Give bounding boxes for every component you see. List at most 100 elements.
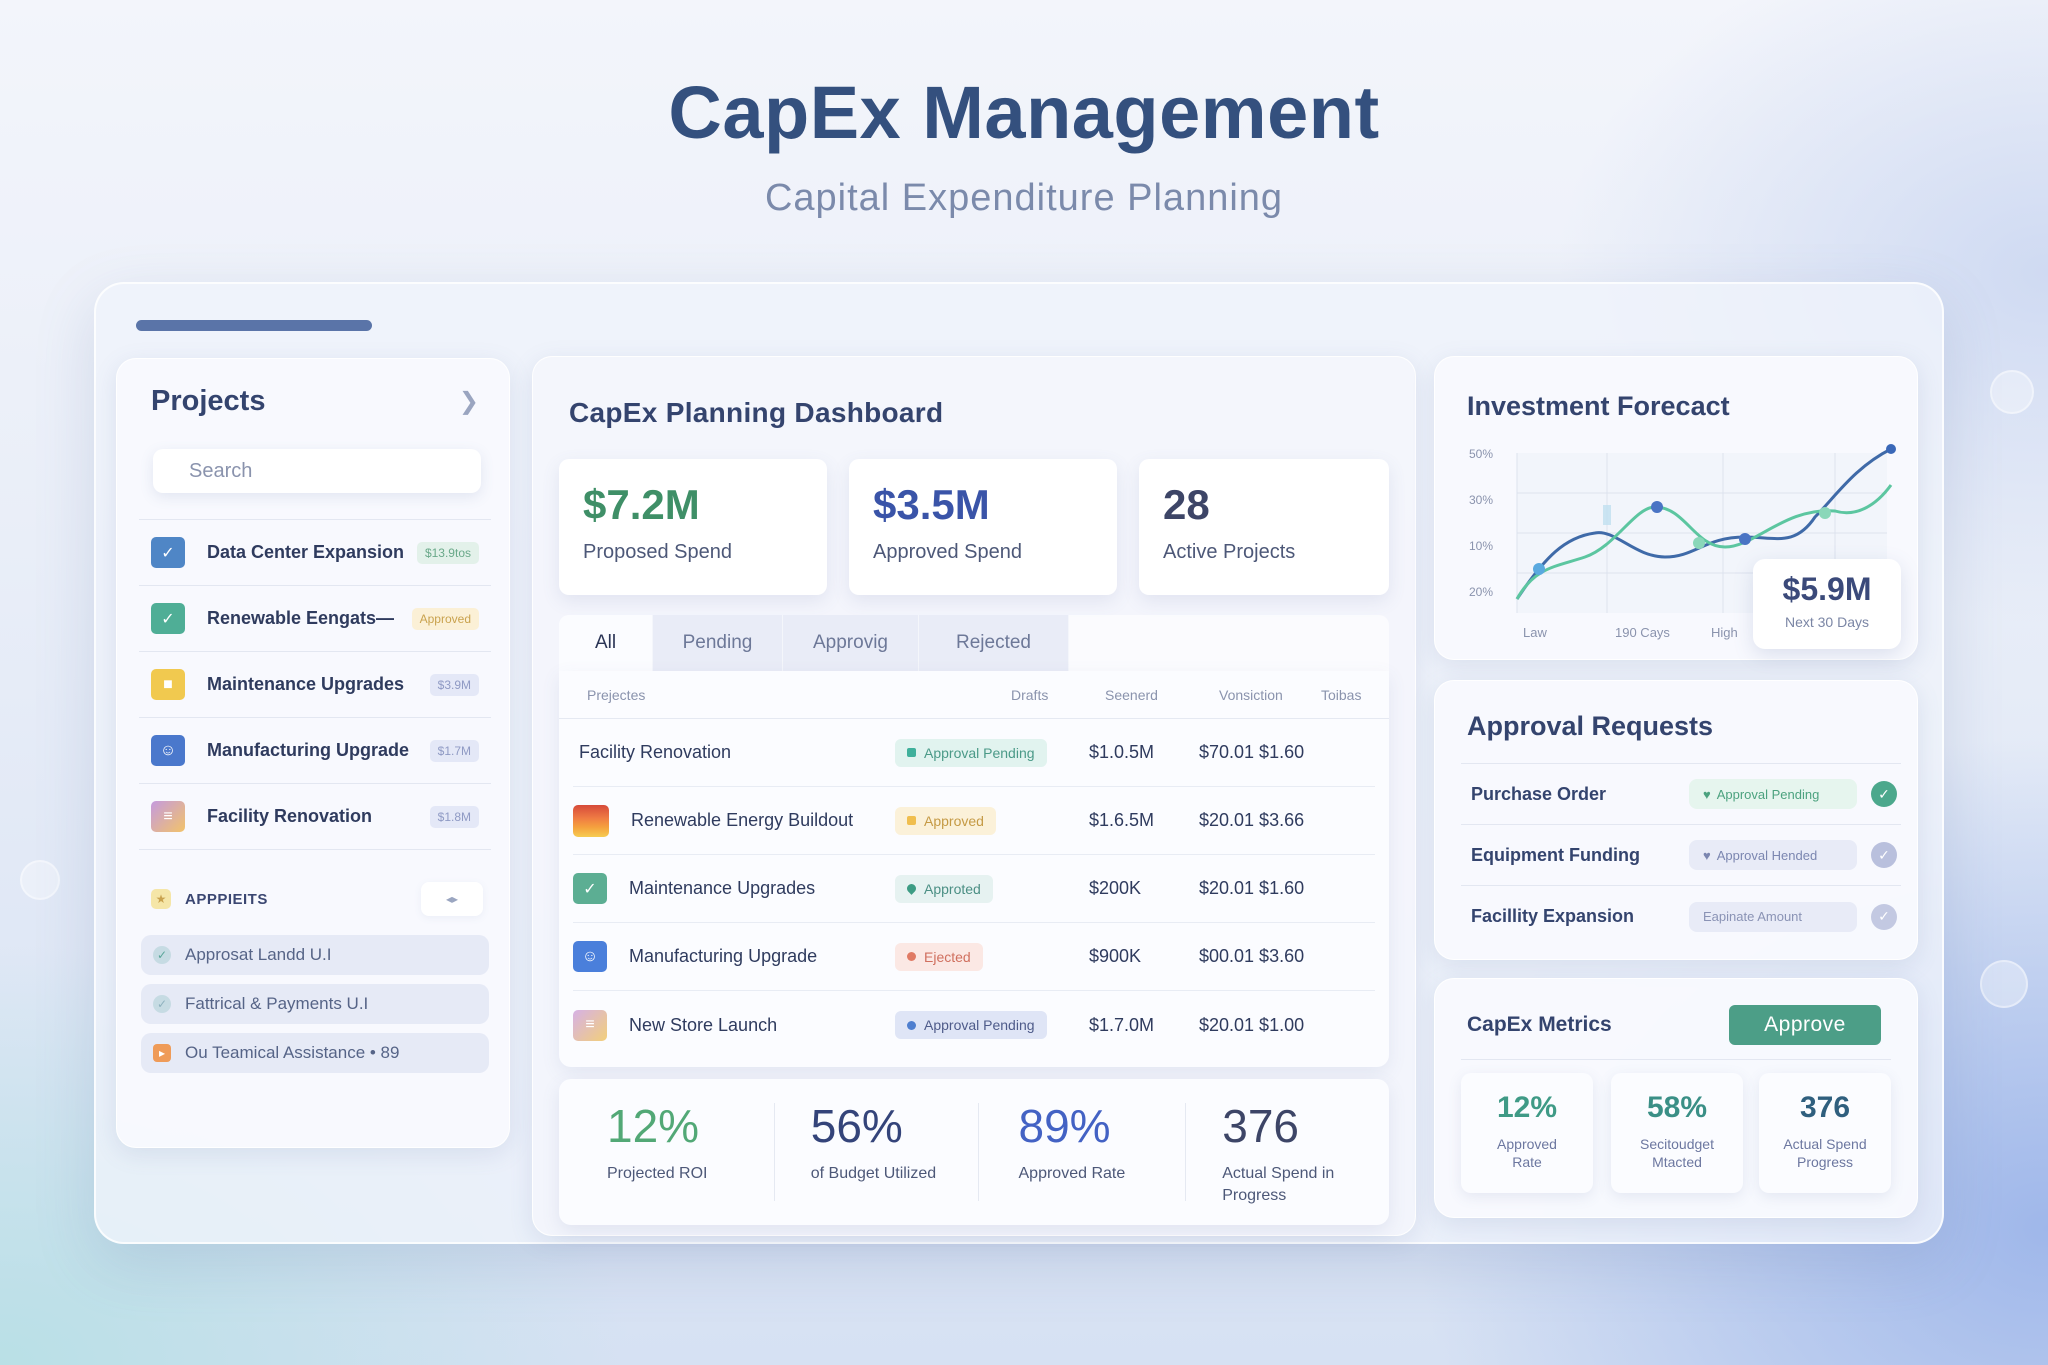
approval-item[interactable]: Purchase Order ♥ Approval Pending ✓ xyxy=(1461,764,1901,825)
kpi-label: Proposed Spend xyxy=(583,541,733,563)
assistance-icon: ▸ xyxy=(153,1044,171,1062)
page-subtitle: Capital Expenditure Planning xyxy=(764,177,1284,219)
column-header-toibas[interactable]: Toibas xyxy=(1321,686,1362,703)
approval-requests-card: Approval Requests Purchase Order ♥ Appro… xyxy=(1434,680,1918,960)
table-row[interactable]: ✓ Maintenance Upgrades Approted $200K $2… xyxy=(573,855,1375,923)
forecast-summary: $5.9M Next 30 Days xyxy=(1753,559,1901,649)
column-header-drafts[interactable]: Drafts xyxy=(1011,686,1049,703)
row-project-name: Maintenance Upgrades xyxy=(629,878,816,898)
status-dot-icon xyxy=(907,748,916,757)
kpi-proposed-spend: $7.2M Proposed Spend xyxy=(559,459,827,595)
metric-tile-actual-spend: 376 Actual Spend Progress xyxy=(1759,1073,1891,1193)
approval-name: Purchase Order xyxy=(1471,783,1607,804)
status-text: Approval Pending xyxy=(924,744,1035,761)
table-row[interactable]: Renewable Energy Buildout Approved $1.6.… xyxy=(573,787,1375,855)
sidebar-header: Projects ❯ xyxy=(151,385,479,418)
x-tick-label: High xyxy=(1711,625,1738,640)
row-total: $70.01 $1.60 xyxy=(1199,742,1305,762)
table-row[interactable]: ≡ New Store Launch Approval Pending $1.7… xyxy=(573,991,1375,1059)
column-header-vonsiction[interactable]: Vonsiction xyxy=(1219,686,1283,703)
document-icon: ≡ xyxy=(573,1009,607,1041)
app-item[interactable]: ✓ Approsat Landd U.I xyxy=(141,935,489,975)
document-icon: ■ xyxy=(151,669,185,700)
search-input[interactable] xyxy=(189,459,454,483)
status-dot-icon xyxy=(907,816,916,825)
stat-value: 12% xyxy=(607,1100,700,1152)
apps-toggle-button[interactable]: ◂▸ xyxy=(421,882,483,916)
project-name: Renewable Eengats— xyxy=(207,608,395,628)
tab-rejected[interactable]: Rejected xyxy=(919,615,1069,671)
approve-check-icon[interactable]: ✓ xyxy=(1871,842,1897,868)
status-text: Ejected xyxy=(924,948,971,965)
y-tick-label: 20% xyxy=(1469,585,1494,599)
project-name: Maintenance Upgrades xyxy=(207,674,405,694)
row-amount: $1.0.5M xyxy=(1089,742,1155,762)
app-item-label: Ou Teamical Assistance • 89 xyxy=(185,1043,400,1062)
shield-check-icon: ✓ xyxy=(151,537,185,568)
project-item-maintenance[interactable]: ■ Maintenance Upgrades $3.9M xyxy=(139,652,491,718)
forecast-value: $5.9M xyxy=(1782,571,1872,607)
status-badge: Approval Pending xyxy=(895,738,1047,767)
stat-label: Approved Rate xyxy=(1018,1165,1126,1182)
approval-status-text: Approval Pending xyxy=(1716,786,1820,802)
stat-value: 89% xyxy=(1018,1100,1111,1152)
kpi-label: Active Projects xyxy=(1163,541,1296,563)
projects-sidebar: Projects ❯ ✓ Data Center Expansion $13.9… xyxy=(116,358,510,1148)
row-total: $20.01 $3.66 xyxy=(1199,810,1305,830)
approve-check-icon[interactable]: ✓ xyxy=(1871,903,1897,930)
projects-table: Prejectes Drafts Seenerd Vonsiction Toib… xyxy=(559,671,1389,1067)
table-row[interactable]: ☺ Manufacturing Upgrade Ejected $900K $0… xyxy=(573,923,1375,991)
tab-all[interactable]: All xyxy=(559,615,653,671)
project-item-data-center[interactable]: ✓ Data Center Expansion $13.9tos xyxy=(139,520,491,586)
decorative-bokeh xyxy=(1990,370,2034,414)
project-value-badge: $13.9tos xyxy=(416,541,479,564)
capex-metrics-card: CapEx Metrics Approve 12% Approved Rate … xyxy=(1434,978,1918,1218)
status-badge: Approval Pending xyxy=(895,1011,1047,1039)
column-header-projects[interactable]: Prejectes xyxy=(587,686,646,703)
row-total: $00.01 $3.60 xyxy=(1199,946,1305,966)
row-amount: $200K xyxy=(1089,878,1142,898)
metric-label: Secitoudget Mtacted xyxy=(1640,1136,1714,1171)
column-header-seenerd[interactable]: Seenerd xyxy=(1105,686,1158,703)
status-badge: Ejected xyxy=(895,942,983,971)
approve-check-icon[interactable]: ✓ xyxy=(1871,781,1897,807)
leaf-check-icon: ✓ xyxy=(151,603,185,634)
check-icon: ✓ xyxy=(153,946,171,964)
search-box[interactable] xyxy=(153,449,481,493)
project-name: Data Center Expansion xyxy=(207,542,405,562)
tab-approving[interactable]: Approvig xyxy=(783,615,919,671)
app-item[interactable]: ✓ Fattrical & Payments U.I xyxy=(141,984,489,1024)
project-item-facility[interactable]: ≡ Facility Renovation $1.8M xyxy=(139,784,491,850)
x-tick-label: Law xyxy=(1523,625,1547,640)
approval-item[interactable]: Facillity Expansion Eapinate Amount ✓ xyxy=(1461,886,1901,947)
project-name: Manufacturing Upgrade xyxy=(207,740,410,760)
stat-value: 56% xyxy=(810,1100,903,1152)
kpi-label: Approved Spend xyxy=(873,541,1023,563)
row-amount: $1.7.0M xyxy=(1089,1014,1155,1035)
table-row[interactable]: Facility Renovation Approval Pending $1.… xyxy=(573,719,1375,787)
status-badge: Approted xyxy=(895,874,993,903)
row-project-name: Renewable Energy Buildout xyxy=(631,810,854,830)
dashboard-title: CapEx Planning Dashboard xyxy=(569,397,944,428)
heart-icon: ♥ xyxy=(1703,847,1711,863)
app-item[interactable]: ▸ Ou Teamical Assistance • 89 xyxy=(141,1033,489,1073)
project-item-renewable[interactable]: ✓ Renewable Eengats— Approved xyxy=(139,586,491,652)
app-item-label: Fattrical & Payments U.I xyxy=(185,994,369,1013)
tab-pending[interactable]: Pending xyxy=(653,615,783,671)
page-header: CapEx Management Capital Expenditure Pla… xyxy=(0,70,2048,220)
row-total: $20.01 $1.00 xyxy=(1199,1014,1305,1035)
table-header: Prejectes Drafts Seenerd Vonsiction Toib… xyxy=(559,671,1389,719)
project-item-manufacturing[interactable]: ☺ Manufacturing Upgrade $1.7M xyxy=(139,718,491,784)
status-dot-icon xyxy=(905,882,918,895)
chevron-right-icon[interactable]: ❯ xyxy=(458,388,479,415)
divider xyxy=(1461,1059,1891,1060)
row-amount: $900K xyxy=(1089,946,1142,966)
apps-section-title: APPPIEITS xyxy=(185,890,268,908)
apps-section-header: ★ APPPIEITS ◂▸ xyxy=(151,882,483,916)
approve-button[interactable]: Approve xyxy=(1729,1005,1881,1045)
approval-item[interactable]: Equipment Funding ♥ Approval Hended ✓ xyxy=(1461,825,1901,886)
check-icon: ✓ xyxy=(153,995,171,1013)
decorative-bokeh xyxy=(1980,960,2028,1008)
y-tick-label: 50% xyxy=(1469,447,1494,461)
approval-list: Purchase Order ♥ Approval Pending ✓ Equi… xyxy=(1461,763,1901,947)
